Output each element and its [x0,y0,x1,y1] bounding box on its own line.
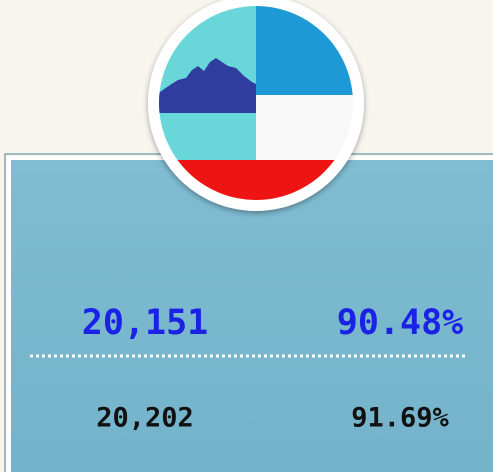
flag-white [256,95,353,165]
flag [159,6,353,200]
secondary-count: 20,202 [96,403,194,434]
secondary-percent: 91.69% [351,403,449,434]
primary-percent: 90.48% [337,303,463,343]
flag-mountain [159,58,256,113]
primary-count: 20,151 [82,303,208,343]
